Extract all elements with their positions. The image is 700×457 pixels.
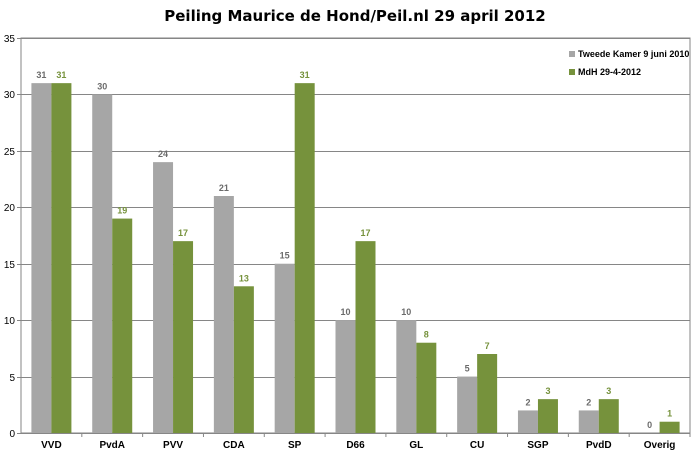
legend: Tweede Kamer 9 juni 2010 MdH 29-4-2012 xyxy=(569,49,689,77)
bar-vvd-series-2 xyxy=(51,83,72,434)
data-label: 5 xyxy=(465,364,470,374)
x-tick-label: SP xyxy=(288,440,302,451)
data-label: 31 xyxy=(36,70,46,80)
data-label: 10 xyxy=(340,307,350,317)
bar-d66-series-2 xyxy=(355,241,376,433)
data-label: 31 xyxy=(300,70,310,80)
bar-overig-series-2 xyxy=(659,421,680,433)
bar-pvdd-series-2 xyxy=(598,399,619,433)
y-tick-label: 35 xyxy=(4,34,16,45)
x-tick-label: Overig xyxy=(644,440,676,451)
bar-pvda-series-2 xyxy=(112,218,133,433)
legend-swatch xyxy=(569,51,575,57)
data-label: 2 xyxy=(525,397,530,407)
data-label: 21 xyxy=(219,183,229,193)
x-tick-label: D66 xyxy=(346,440,365,451)
bar-gl-series-1 xyxy=(396,320,417,433)
data-label: 0 xyxy=(647,420,652,430)
bar-cu-series-2 xyxy=(477,354,498,433)
bar-pvdd-series-1 xyxy=(578,410,599,433)
bar-cu-series-1 xyxy=(457,376,478,433)
x-tick-label: CDA xyxy=(223,440,245,451)
data-label: 13 xyxy=(239,273,249,283)
data-label: 17 xyxy=(178,228,188,238)
bar-sp-series-2 xyxy=(294,83,315,434)
x-tick-label: VVD xyxy=(41,440,62,451)
data-label: 3 xyxy=(606,386,611,396)
data-label: 15 xyxy=(280,251,290,261)
x-tick-label: PvdA xyxy=(99,440,125,451)
bar-cda-series-2 xyxy=(233,286,254,433)
legend-label: Tweede Kamer 9 juni 2010 xyxy=(578,49,689,59)
x-tick-label: SGP xyxy=(527,440,548,451)
data-label: 30 xyxy=(97,81,107,91)
x-axis: VVD PvdA PVV CDA SP D66 GL CU SGP PvdD Overig xyxy=(21,433,691,451)
bar-pvv-series-2 xyxy=(173,241,194,433)
y-tick-label: 0 xyxy=(9,429,15,440)
data-label: 3 xyxy=(545,386,550,396)
data-label: 17 xyxy=(360,228,370,238)
x-tick-label: PvdD xyxy=(586,440,612,451)
bar-pvda-series-1 xyxy=(92,94,113,433)
y-tick-label: 20 xyxy=(4,203,16,214)
bar-cda-series-1 xyxy=(213,196,234,433)
y-axis: 0 5 10 15 20 25 30 35 xyxy=(4,34,21,440)
data-label: 10 xyxy=(401,307,411,317)
bar-gl-series-2 xyxy=(416,342,437,433)
data-label: 19 xyxy=(117,206,127,216)
data-label: 24 xyxy=(158,149,168,159)
bar-sgp-series-2 xyxy=(537,399,558,433)
bar-sgp-series-1 xyxy=(517,410,538,433)
data-label: 31 xyxy=(56,70,66,80)
data-label: 1 xyxy=(667,409,672,419)
y-tick-label: 10 xyxy=(4,316,16,327)
y-tick-label: 5 xyxy=(9,373,15,384)
x-tick-label: PVV xyxy=(163,440,183,451)
data-label: 7 xyxy=(485,341,490,351)
bar-pvv-series-1 xyxy=(153,162,174,433)
bar-d66-series-1 xyxy=(335,320,356,433)
y-tick-label: 15 xyxy=(4,260,16,271)
legend-swatch xyxy=(569,69,575,75)
y-tick-label: 25 xyxy=(4,147,16,158)
chart-title: Peiling Maurice de Hond/Peil.nl 29 april… xyxy=(164,7,545,25)
data-label: 8 xyxy=(424,330,429,340)
x-tick-label: GL xyxy=(409,440,423,451)
x-tick-label: CU xyxy=(470,440,484,451)
bar-vvd-series-1 xyxy=(31,83,52,434)
data-label: 2 xyxy=(586,397,591,407)
legend-label: MdH 29-4-2012 xyxy=(578,67,641,77)
y-tick-label: 30 xyxy=(4,90,16,101)
bar-sp-series-1 xyxy=(274,263,295,433)
